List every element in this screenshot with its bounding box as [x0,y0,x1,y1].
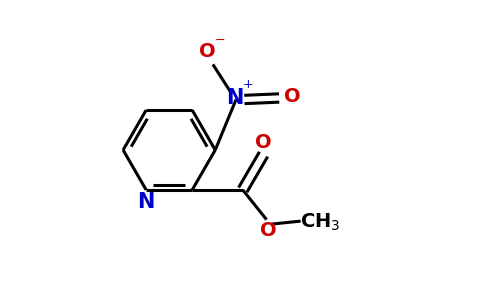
Text: O: O [255,134,272,152]
Text: $^+$: $^+$ [240,79,254,97]
Text: N: N [226,88,243,108]
Text: O: O [260,221,276,240]
Text: CH$_3$: CH$_3$ [300,212,340,233]
Text: $^-$: $^-$ [212,35,226,53]
Text: O: O [284,87,301,106]
Text: O: O [198,41,215,61]
Text: N: N [137,192,155,212]
